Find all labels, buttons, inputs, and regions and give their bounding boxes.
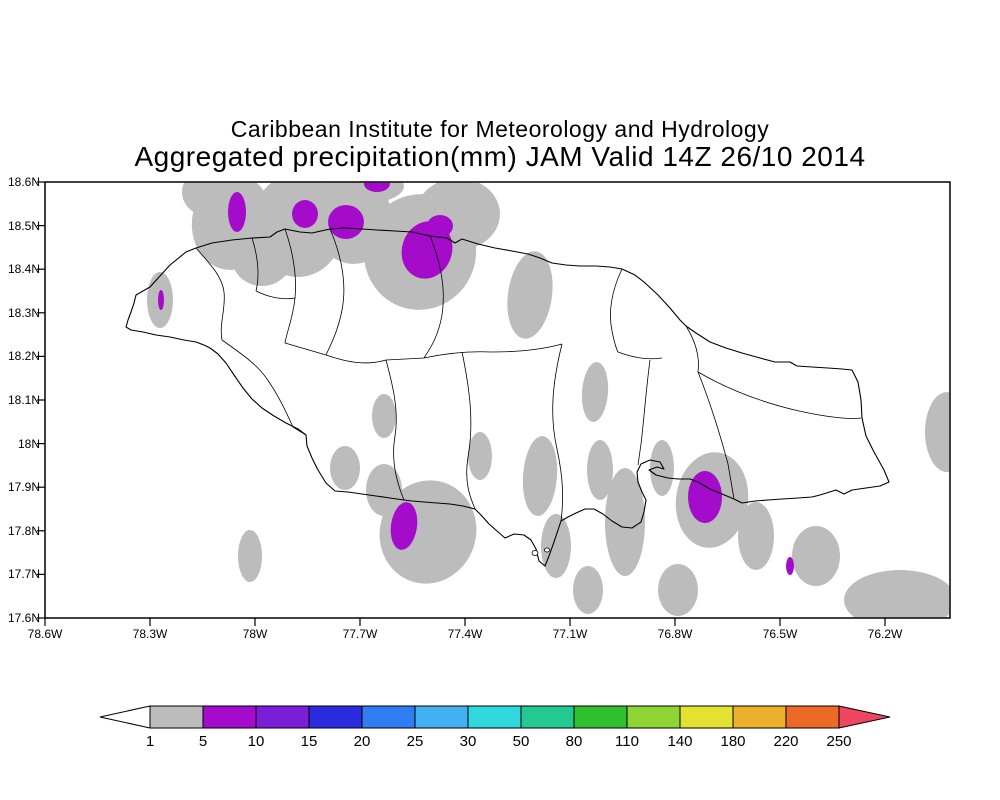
colorbar-segment <box>414 705 469 729</box>
colorbar-segment <box>202 705 257 729</box>
colorbar-left-arrow <box>99 705 151 729</box>
colorbar-segment <box>573 705 628 729</box>
colorbar-segment <box>520 705 575 729</box>
jamaica-coastline <box>125 227 890 567</box>
precip-blob <box>573 566 603 614</box>
colorbar-segment <box>679 705 734 729</box>
page-title: Caribbean Institute for Meteorology and … <box>230 116 770 142</box>
precip-blob <box>844 570 950 618</box>
colorbar-segment <box>467 705 522 729</box>
precip-blob <box>328 205 364 239</box>
precip-blob <box>366 464 402 516</box>
precip-blob <box>182 182 234 216</box>
precip-blob <box>364 182 390 192</box>
precip-blob <box>232 230 292 286</box>
precip-blob <box>658 564 698 616</box>
precip-blob <box>427 215 453 237</box>
precip-blob <box>605 468 645 576</box>
map-area <box>125 182 950 618</box>
precip-blob <box>688 471 722 523</box>
precip-blob <box>786 557 794 575</box>
precip-blob <box>468 432 492 480</box>
precip-blob <box>330 446 360 490</box>
colorbar-segment <box>785 705 840 729</box>
precip-blob <box>238 530 262 582</box>
colorbar-segment <box>626 705 681 729</box>
precip-blob <box>587 440 613 500</box>
precip-blob <box>507 251 553 339</box>
offshore-cays <box>531 547 550 556</box>
colorbar-segment <box>361 705 416 729</box>
precip-blob <box>292 200 318 228</box>
parish-boundaries <box>195 228 862 522</box>
axis-tick-marks <box>37 181 886 626</box>
precip-blob <box>581 362 609 422</box>
colorbar-segment <box>255 705 310 729</box>
precipitation-shading <box>147 182 950 618</box>
precip-blob <box>792 526 840 586</box>
colorbar <box>99 705 891 729</box>
precip-blob <box>158 290 164 310</box>
precip-blob <box>390 502 418 550</box>
page-subtitle: Aggregated precipitation(mm) JAM Valid 1… <box>134 141 866 172</box>
colorbar-segment <box>732 705 787 729</box>
precip-blob <box>372 394 396 438</box>
precip-blob <box>925 392 950 472</box>
colorbar-right-arrow <box>838 705 891 729</box>
precip-blob <box>522 436 558 516</box>
precip-blob <box>541 514 571 578</box>
colorbar-segment <box>149 705 204 729</box>
colorbar-segment <box>308 705 363 729</box>
precip-blob <box>738 502 774 570</box>
precip-blob <box>228 192 246 232</box>
